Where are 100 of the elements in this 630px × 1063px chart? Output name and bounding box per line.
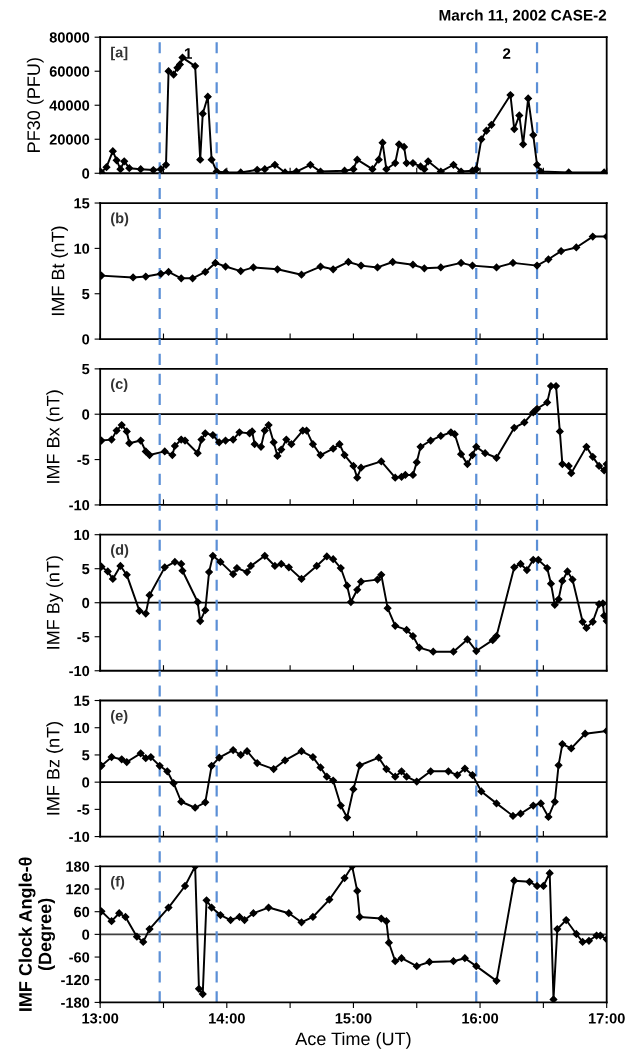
y-axis-title: IMF Bz (nT): [46, 722, 64, 815]
y-tick-label: 60000: [49, 66, 90, 77]
point: [164, 903, 173, 912]
point: [374, 753, 383, 762]
y-tick-label: 0: [82, 929, 90, 940]
point: [567, 744, 576, 753]
y-tick-label: -10: [69, 831, 90, 843]
point: [549, 995, 558, 1003]
point: [309, 913, 317, 921]
point: [420, 264, 429, 273]
point: [325, 895, 334, 904]
point: [207, 903, 216, 912]
annotation: (f): [111, 875, 125, 890]
y-tick-label: -10: [69, 500, 90, 511]
point: [107, 753, 116, 761]
annotation: (c): [111, 378, 128, 392]
y-tick-label: 10: [74, 722, 90, 734]
point: [273, 265, 282, 274]
annotation: [a]: [111, 46, 128, 61]
point: [585, 936, 593, 945]
point: [457, 259, 465, 267]
point: [188, 274, 197, 283]
point: [226, 916, 235, 924]
point: [216, 911, 225, 919]
point: [509, 812, 517, 820]
point: [533, 261, 541, 270]
point: [492, 977, 501, 985]
point: [397, 767, 406, 776]
y-tick-label: 80000: [49, 32, 90, 43]
annotation: (d): [111, 544, 129, 558]
point: [537, 799, 545, 808]
point: [373, 263, 382, 272]
point: [201, 798, 210, 807]
y-axis-title: PF30 (PFU): [26, 58, 44, 152]
point: [349, 785, 358, 794]
point: [155, 761, 164, 770]
point: [578, 938, 587, 946]
point: [588, 232, 597, 241]
point: [492, 799, 501, 808]
point: [177, 274, 186, 283]
y-tick-label: -10: [69, 665, 90, 677]
point: [340, 874, 349, 882]
point: [343, 813, 351, 822]
point: [388, 258, 397, 266]
point: [510, 876, 519, 885]
x-tick-label: 13:00: [82, 1013, 119, 1024]
chart-title: March 11, 2002 CASE-2: [439, 9, 607, 23]
point: [397, 954, 406, 963]
annotation: 2: [502, 48, 511, 59]
point: [391, 957, 400, 966]
point: [297, 918, 306, 927]
point: [377, 914, 386, 923]
point: [211, 259, 220, 267]
x-tick-label: 16:00: [462, 1013, 499, 1024]
point: [240, 916, 249, 924]
point: [550, 797, 559, 806]
point: [235, 913, 244, 921]
point: [382, 765, 391, 773]
y-tick-label: 180: [66, 861, 90, 872]
point: [444, 767, 453, 776]
point: [281, 756, 289, 765]
point: [477, 787, 486, 796]
y-tick-label: 5: [82, 288, 90, 300]
point: [529, 801, 538, 810]
point: [426, 767, 435, 776]
point: [382, 917, 391, 925]
point: [129, 273, 137, 282]
point: [243, 747, 251, 755]
y-tick-label: 5: [82, 364, 90, 375]
y-tick-label: -5: [77, 454, 90, 465]
point: [297, 270, 306, 279]
point: [285, 909, 293, 918]
point: [121, 913, 130, 921]
point: [329, 776, 338, 785]
point: [572, 930, 581, 938]
point: [157, 269, 165, 278]
point: [107, 917, 116, 925]
y-tick-label: 20000: [49, 134, 90, 145]
point: [357, 261, 365, 270]
x-tick-label: 14:00: [209, 1013, 245, 1024]
point: [412, 777, 421, 786]
point: [309, 753, 317, 761]
point: [139, 938, 148, 946]
point: [297, 747, 306, 755]
y-tick-label: 10: [74, 243, 90, 254]
point: [468, 261, 477, 270]
point: [316, 763, 325, 772]
point: [385, 938, 393, 947]
point: [572, 243, 581, 252]
point: [249, 263, 258, 272]
point: [449, 957, 458, 966]
point: [215, 753, 224, 762]
y-tick-label: -180: [61, 997, 90, 1008]
point: [264, 903, 273, 912]
point: [198, 990, 207, 998]
point: [558, 740, 567, 748]
x-tick-label: 15:00: [335, 1013, 372, 1024]
point: [141, 272, 150, 281]
y-tick-label: 0: [82, 597, 90, 609]
y-tick-label: 60: [74, 906, 90, 918]
